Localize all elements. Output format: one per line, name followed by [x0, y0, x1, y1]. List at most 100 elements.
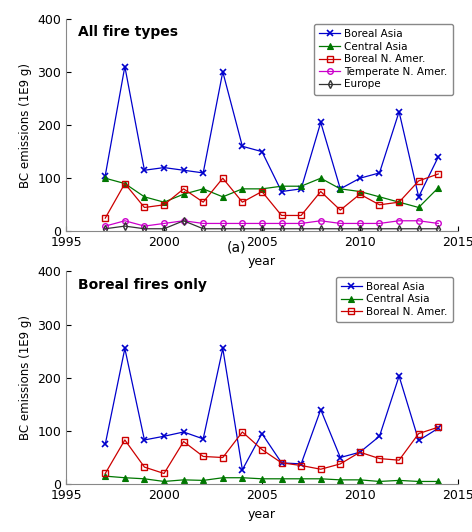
Boreal N. Amer. — [298, 212, 304, 219]
Europe — [240, 226, 245, 232]
Europe — [396, 226, 402, 232]
Text: (a): (a) — [226, 240, 246, 254]
Temperate N. Amer. — [337, 220, 343, 227]
Europe — [201, 226, 206, 232]
Central Asia — [279, 476, 285, 482]
Temperate N. Amer. — [220, 220, 226, 227]
Temperate N. Amer. — [357, 220, 363, 227]
Central Asia — [377, 194, 382, 200]
Boreal Asia — [436, 425, 441, 431]
Temperate N. Amer. — [396, 218, 402, 224]
Boreal N. Amer. — [279, 212, 285, 219]
Europe — [279, 226, 285, 232]
Central Asia — [318, 175, 324, 181]
Central Asia — [102, 175, 108, 181]
Line: Boreal N. Amer.: Boreal N. Amer. — [102, 171, 441, 221]
Europe — [298, 226, 304, 232]
Boreal N. Amer. — [181, 438, 186, 445]
Boreal N. Amer. — [298, 462, 304, 469]
Boreal Asia — [416, 194, 421, 200]
Boreal Asia — [298, 461, 304, 467]
Central Asia — [259, 476, 265, 482]
Boreal N. Amer. — [279, 460, 285, 466]
Europe — [102, 226, 108, 232]
Boreal N. Amer. — [201, 453, 206, 460]
Temperate N. Amer. — [436, 220, 441, 227]
Boreal N. Amer. — [201, 199, 206, 205]
Line: Central Asia: Central Asia — [102, 174, 442, 211]
Central Asia — [416, 204, 421, 211]
Central Asia — [220, 194, 226, 200]
Boreal N. Amer. — [161, 202, 167, 208]
Central Asia — [201, 477, 206, 484]
Boreal Asia — [357, 175, 363, 181]
Text: All fire types: All fire types — [78, 25, 178, 39]
Temperate N. Amer. — [298, 220, 304, 227]
Boreal N. Amer. — [318, 188, 324, 195]
Boreal N. Amer. — [161, 470, 167, 477]
Central Asia — [142, 194, 147, 200]
Boreal N. Amer. — [220, 454, 226, 461]
Temperate N. Amer. — [416, 218, 421, 224]
Boreal Asia — [122, 63, 128, 70]
Boreal Asia — [298, 186, 304, 192]
Boreal N. Amer. — [142, 464, 147, 470]
Boreal Asia — [357, 449, 363, 455]
Temperate N. Amer. — [377, 220, 382, 227]
Line: Boreal Asia: Boreal Asia — [102, 63, 442, 201]
Central Asia — [357, 477, 363, 483]
Temperate N. Amer. — [201, 220, 206, 227]
Europe — [357, 226, 363, 232]
Boreal N. Amer. — [357, 449, 363, 455]
Central Asia — [337, 477, 343, 483]
Boreal N. Amer. — [259, 446, 265, 453]
Temperate N. Amer. — [161, 220, 167, 227]
Boreal N. Amer. — [416, 430, 421, 437]
Boreal N. Amer. — [416, 178, 421, 184]
Boreal Asia — [220, 69, 226, 75]
Central Asia — [298, 183, 304, 189]
Boreal Asia — [161, 433, 167, 439]
Boreal N. Amer. — [102, 470, 108, 477]
Boreal N. Amer. — [142, 204, 147, 211]
Europe — [142, 226, 147, 232]
Boreal N. Amer. — [396, 457, 402, 463]
Boreal Asia — [279, 460, 285, 466]
Y-axis label: BC emissions (1E9 g): BC emissions (1E9 g) — [19, 315, 32, 440]
Boreal Asia — [122, 345, 128, 352]
Boreal N. Amer. — [102, 215, 108, 221]
Europe — [436, 226, 441, 232]
Boreal N. Amer. — [318, 466, 324, 472]
Boreal Asia — [396, 109, 402, 115]
Boreal Asia — [201, 170, 206, 176]
Europe — [181, 218, 186, 224]
Temperate N. Amer. — [259, 220, 265, 227]
Temperate N. Amer. — [122, 218, 128, 224]
Central Asia — [240, 475, 245, 481]
Boreal Asia — [220, 345, 226, 352]
Temperate N. Amer. — [142, 223, 147, 229]
Temperate N. Amer. — [318, 218, 324, 224]
Central Asia — [122, 180, 128, 187]
Boreal Asia — [318, 119, 324, 126]
Boreal Asia — [416, 437, 421, 444]
Boreal N. Amer. — [357, 191, 363, 197]
Temperate N. Amer. — [279, 220, 285, 227]
Line: Europe: Europe — [102, 218, 441, 231]
Boreal Asia — [318, 406, 324, 413]
Line: Boreal N. Amer.: Boreal N. Amer. — [102, 425, 441, 476]
X-axis label: year: year — [248, 255, 276, 268]
Boreal N. Amer. — [220, 175, 226, 181]
Line: Boreal Asia: Boreal Asia — [102, 345, 442, 473]
Boreal Asia — [259, 148, 265, 155]
Central Asia — [259, 186, 265, 192]
Central Asia — [357, 188, 363, 195]
Central Asia — [181, 191, 186, 197]
Line: Central Asia: Central Asia — [102, 472, 442, 485]
Central Asia — [220, 475, 226, 481]
Boreal N. Amer. — [377, 455, 382, 462]
Europe — [161, 226, 167, 232]
Boreal Asia — [377, 170, 382, 176]
Boreal N. Amer. — [259, 188, 265, 195]
Boreal Asia — [337, 186, 343, 192]
